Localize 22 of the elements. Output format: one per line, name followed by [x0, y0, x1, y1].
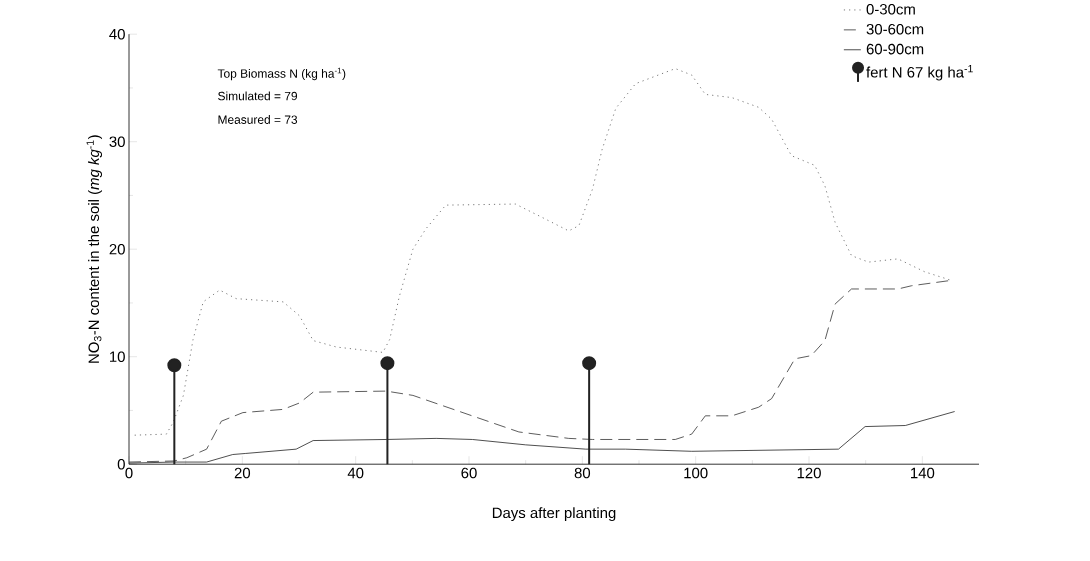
y-tick-label: 20: [109, 243, 125, 255]
x-tick-label: 80: [574, 467, 591, 479]
annotation: Simulated = 79: [218, 91, 298, 101]
legend-label: 30-60cm: [866, 23, 924, 35]
x-tick-label: 20: [234, 467, 251, 479]
y-tick-label: 30: [109, 136, 125, 147]
y-tick-label: 0: [117, 458, 125, 470]
x-tick-label: 0: [125, 467, 133, 479]
legend-label: fert N 67 kg ha$^{-1}$: [866, 64, 973, 81]
x-axis-title: Days after planting: [492, 507, 616, 521]
x-tick-label: 60: [461, 467, 477, 479]
legend-label: 60-90cm: [866, 43, 924, 55]
x-tick-label: 120: [797, 467, 821, 479]
x-tick-label: 40: [347, 467, 364, 479]
x-tick-label: 140: [911, 467, 935, 479]
annotation: Top Biomass N (kg ha$^{-1}$): [217, 67, 346, 81]
annotation: Measured = 73: [218, 115, 298, 124]
x-tick-label: 100: [684, 467, 708, 479]
legend-label: 0-30cm: [866, 3, 915, 15]
y-tick-label: 40: [109, 28, 125, 40]
y-axis-title: NO$_{3}$-N content in the soil (mg kg$^{-1}$): [86, 135, 103, 363]
y-tick-label: 10: [110, 351, 125, 362]
